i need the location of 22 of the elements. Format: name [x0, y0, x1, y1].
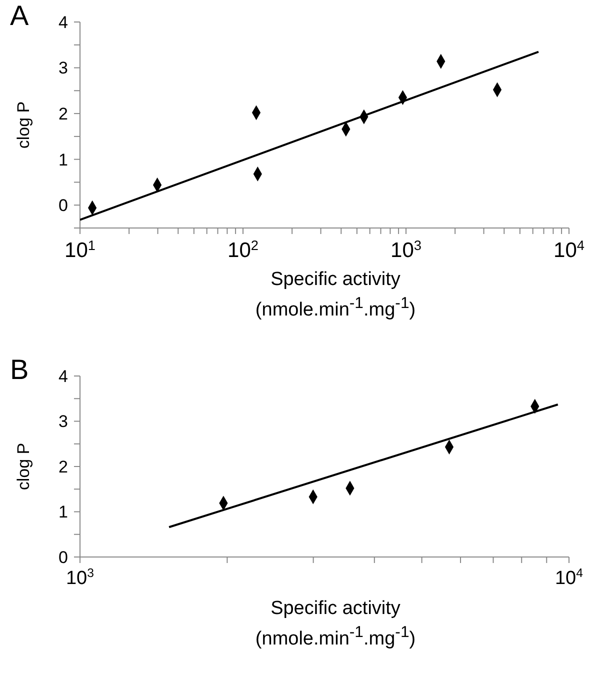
y-tick-label: 2 [58, 104, 68, 124]
x-tick-label: 10$^{4}$ [554, 566, 584, 590]
y-tick-label: 1 [58, 503, 68, 522]
y-tick-label: 4 [58, 367, 68, 386]
x-tick-label: 10$^{3}$ [66, 566, 94, 590]
y-axis-title: clog P [14, 443, 34, 490]
x-axis-title: Specific activity (nmole.min$^{-1}$.mg$^{-1}$) [254, 597, 417, 652]
x-tick-label: 10$^{3}$ [390, 238, 422, 262]
x-axis-title: Specific activity (nmole.min$^{-1}$.mg$^{-1}$) [254, 268, 417, 322]
text: B [10, 354, 29, 386]
y-tick-label: 4 [58, 12, 68, 32]
y-tick-label: 0 [58, 548, 68, 568]
text: A [10, 0, 29, 32]
x-tick-label: 10$^{4}$ [554, 238, 585, 262]
x-tick-label: 10$^{2}$ [228, 238, 258, 262]
y-tick-label: 2 [58, 458, 68, 477]
y-tick-label: 3 [58, 58, 68, 78]
y-axis-title: clog P [14, 101, 34, 149]
x-tick-label: 10$^{1}$ [64, 238, 96, 262]
y-tick-label: 3 [58, 412, 68, 432]
y-tick-label: 0 [58, 196, 68, 216]
y-tick-label: 1 [58, 150, 68, 170]
